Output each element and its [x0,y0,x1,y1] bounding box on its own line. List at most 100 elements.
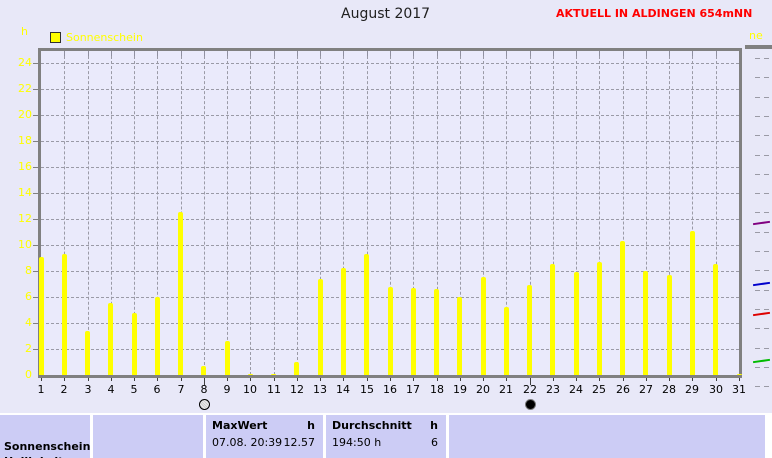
gridline-v [157,51,158,375]
clipped-gridline-fragment [755,116,760,117]
y-axis-tick [33,297,38,298]
x-axis-tick-label: 27 [639,383,653,396]
bar-day-28 [666,275,672,375]
bar-day-12 [294,362,300,375]
top-axis-tick [64,51,65,56]
bar-day-6 [154,297,160,375]
gridline-v [553,51,554,375]
gridline-v [506,51,507,375]
gridline-v [599,51,600,375]
top-axis-tick [390,51,391,56]
clipped-gridline-fragment [755,309,760,310]
clipped-next-panel-text: ne [749,29,763,42]
x-axis-tick [297,378,298,381]
x-axis-tick-label: 8 [200,383,208,396]
y-axis-tick-label: 8 [25,264,32,277]
top-axis-tick [483,51,484,56]
x-axis-tick-label: 13 [313,383,327,396]
clipped-gridline-fragment [764,174,769,175]
y-axis-tick-label: 6 [25,290,32,303]
y-axis-tick-label: 12 [18,212,32,225]
bar-day-1 [38,257,44,375]
y-axis-tick [33,271,38,272]
clipped-gridline-fragment [764,97,769,98]
y-axis-tick-label: 24 [18,56,32,69]
clipped-series-fragment [752,311,771,317]
x-axis-tick-label: 15 [360,383,374,396]
clipped-gridline-fragment [764,155,769,156]
y-axis-tick [33,219,38,220]
clipped-gridline-fragment [764,116,769,117]
clipped-gridline-fragment [755,348,760,349]
clipped-gridline-fragment [764,328,769,329]
x-axis-tick [88,378,89,381]
gridline-v [460,51,461,375]
bar-day-24 [573,272,579,375]
y-axis-tick [33,167,38,168]
top-axis-tick [460,51,461,56]
x-axis-tick-label: 7 [177,383,185,396]
gridline-v [623,51,624,375]
top-axis-tick [297,51,298,56]
gridline-v [413,51,414,375]
y-axis-tick-label: 22 [18,82,32,95]
bar-day-10 [247,374,253,375]
x-axis-tick [250,378,251,381]
x-axis-tick-label: 2 [60,383,68,396]
top-axis-tick [530,51,531,56]
x-axis-tick [367,378,368,381]
gridline-v [669,51,670,375]
top-axis-tick [437,51,438,56]
gridline-v [297,51,298,375]
new-moon-icon [525,399,536,410]
durchschnitt-unit: h [430,419,438,432]
x-axis-tick [460,378,461,381]
clipped-gridline-fragment [755,135,760,136]
clipped-gridline-fragment [755,155,760,156]
bar-day-8 [201,366,207,375]
durchschnitt-total: 194:50 h [332,436,382,449]
y-axis-tick [33,89,38,90]
clipped-gridline-fragment [764,367,769,368]
bar-day-30 [713,264,719,375]
x-axis-tick [623,378,624,381]
summary-row-label-cell: Sonnenschein Helligkeit [0,415,90,458]
clipped-gridline-fragment [755,97,760,98]
x-axis-tick [506,378,507,381]
maxwert-header: MaxWert [212,419,268,432]
summary-empty-cell [93,415,203,458]
x-axis-tick [530,378,531,385]
gridline-v [437,51,438,375]
bar-day-9 [224,341,230,375]
x-axis-tick [320,378,321,381]
bar-day-11 [271,374,277,375]
x-axis-tick-label: 24 [569,383,583,396]
x-axis-tick-label: 11 [267,383,281,396]
x-axis-tick [111,378,112,381]
y-axis-tick-label: 0 [25,368,32,381]
x-axis-tick-label: 17 [406,383,420,396]
gridline-v [274,51,275,375]
top-axis-tick [181,51,182,56]
x-axis-tick [134,378,135,381]
top-axis-tick [506,51,507,56]
clipped-gridline-fragment [764,251,769,252]
top-axis-tick [134,51,135,56]
x-axis-tick-label: 26 [616,383,630,396]
bar-day-7 [178,212,184,375]
x-axis-tick [343,378,344,381]
top-axis-tick [669,51,670,56]
top-axis-tick [274,51,275,56]
bar-day-20 [480,277,486,375]
x-axis-tick [41,378,42,381]
top-axis-tick [553,51,554,56]
x-axis-tick [716,378,717,381]
x-axis-tick [157,378,158,381]
top-axis-tick [599,51,600,56]
page-title: August 2017 [341,6,431,22]
top-axis-tick [716,51,717,56]
clipped-next-panel-border [745,45,772,49]
bar-day-29 [690,231,695,375]
y-axis-tick [33,193,38,194]
gridline-v [320,51,321,375]
